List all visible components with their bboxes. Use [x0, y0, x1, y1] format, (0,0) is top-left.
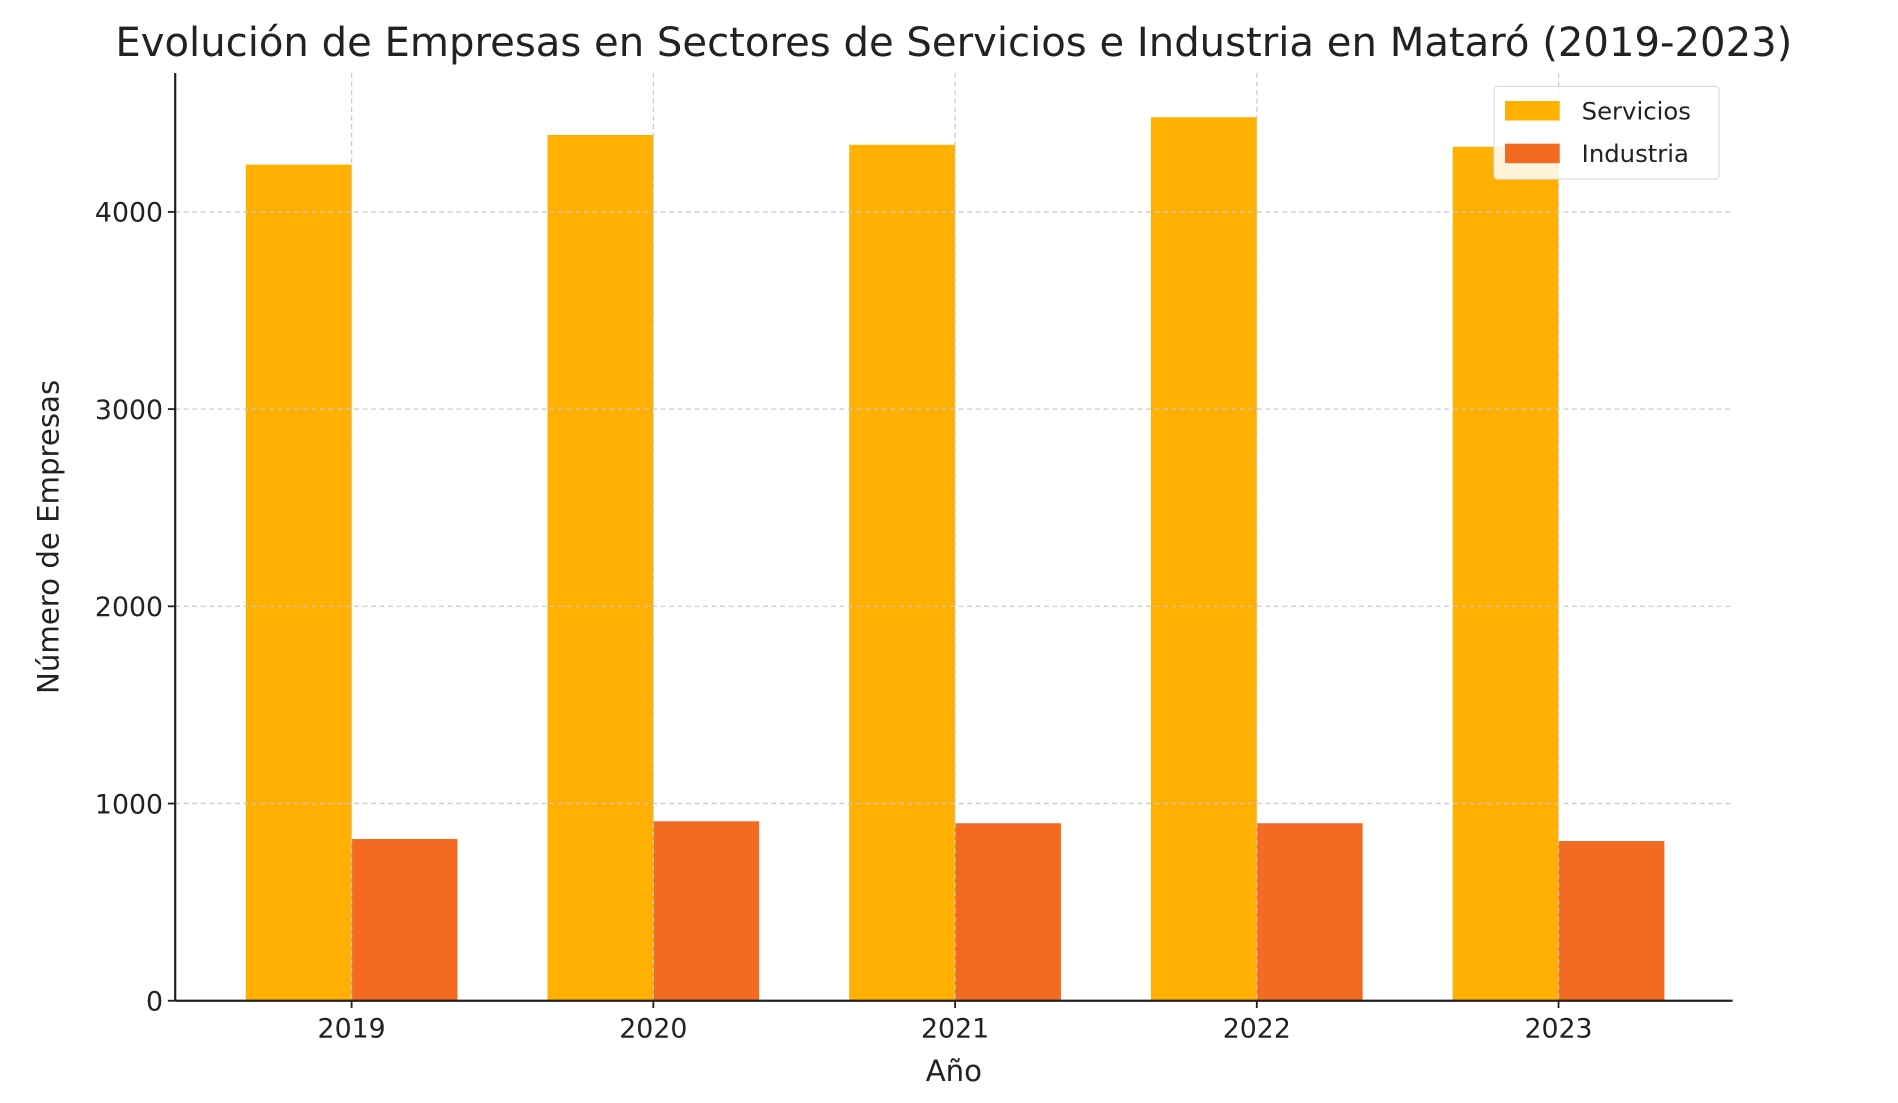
x-tick-label: 2019 [318, 1013, 386, 1044]
y-tick-label: 1000 [95, 789, 163, 820]
bar-industria-2023 [1558, 840, 1665, 1001]
bar-servicios-2020 [547, 134, 654, 1001]
chart-title: Evolución de Empresas en Sectores de Ser… [115, 20, 1792, 66]
bar-servicios-2019 [245, 164, 352, 1001]
bar-industria-2020 [653, 821, 760, 1001]
legend-label-servicios: Servicios [1582, 96, 1691, 125]
x-tick-label: 2020 [619, 1013, 687, 1044]
bar-industria-2021 [955, 823, 1061, 1001]
bar-servicios-2022 [1150, 117, 1257, 1001]
y-tick-label: 4000 [95, 198, 163, 229]
bars [245, 117, 1665, 1001]
x-tick-label: 2023 [1524, 1013, 1592, 1044]
y-axis-label: Número de Empresas [31, 380, 65, 694]
y-tick-label: 2000 [95, 592, 163, 623]
bar-industria-2022 [1256, 823, 1363, 1001]
x-axis-label: Año [926, 1054, 982, 1088]
bar-servicios-2023 [1452, 146, 1559, 1001]
x-tick-label: 2022 [1223, 1013, 1291, 1044]
y-tick-label: 3000 [95, 395, 163, 426]
legend-swatch-industria [1505, 143, 1560, 164]
grid [175, 73, 1733, 1001]
bar-servicios-2021 [849, 144, 956, 1001]
x-tick-label: 2021 [921, 1013, 989, 1044]
legend-label-industria: Industria [1582, 139, 1689, 168]
y-tick-label: 0 [146, 986, 163, 1017]
bar-industria-2019 [351, 839, 458, 1001]
legend-swatch-servicios [1505, 101, 1560, 121]
axes: 0 1000 2000 3000 4000 2019 2020 2021 2022 2023 [95, 73, 1733, 1044]
legend: Servicios Industria [1493, 85, 1720, 180]
